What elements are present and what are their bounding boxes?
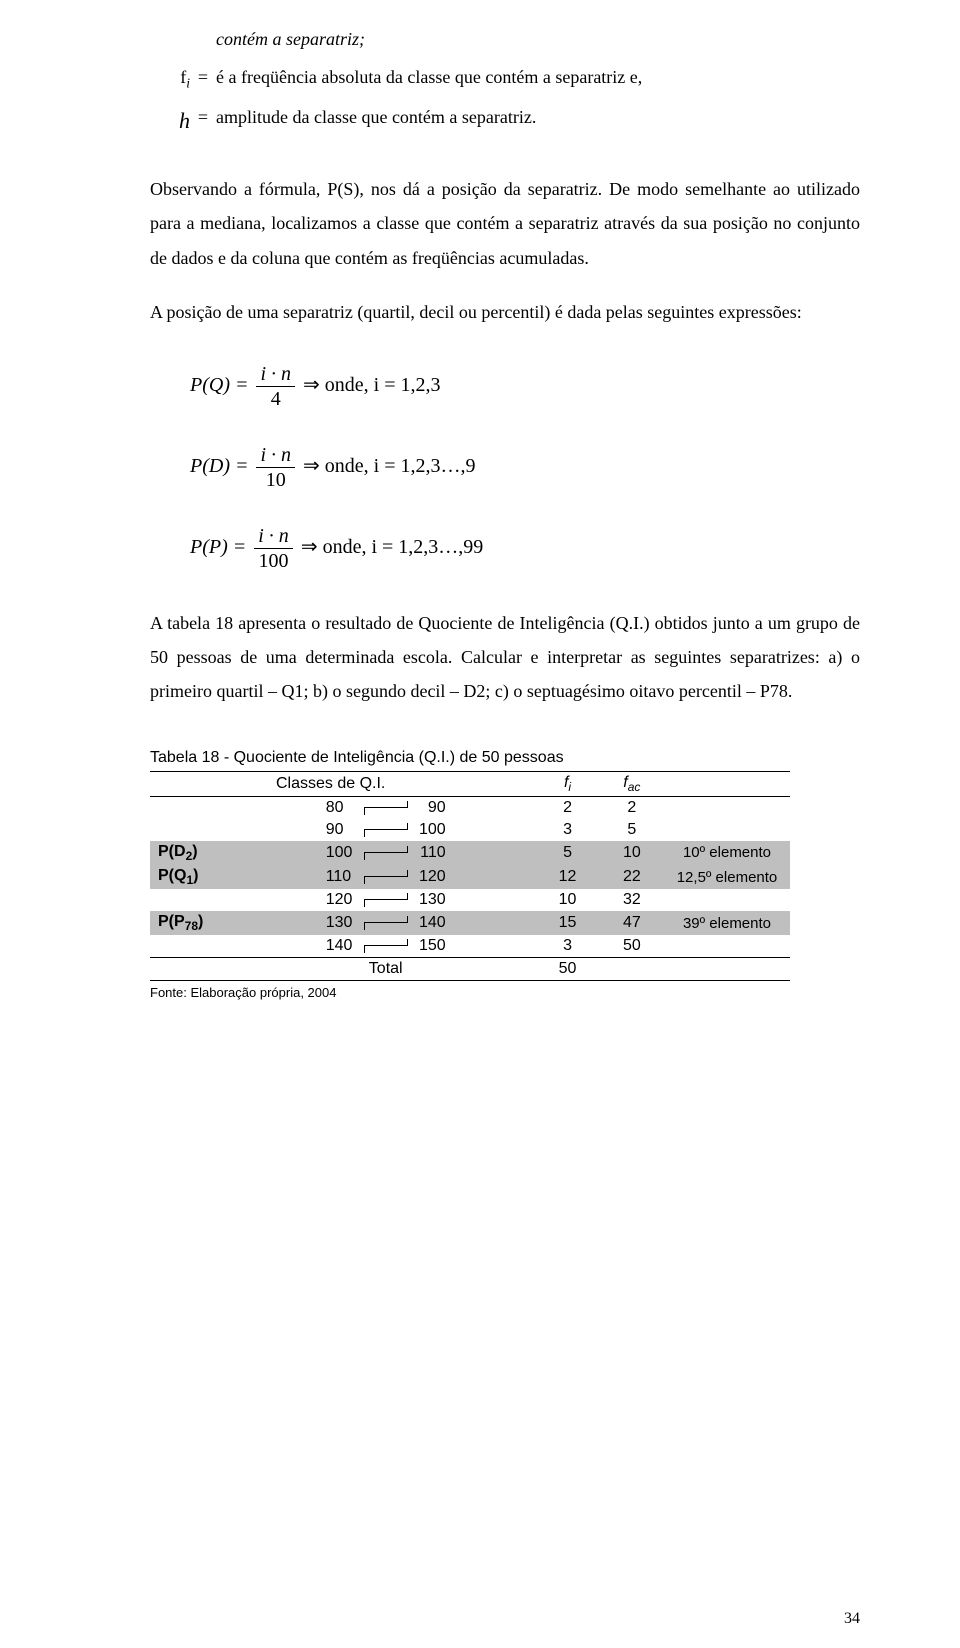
page-number: 34 <box>844 1610 860 1628</box>
def-cont-text: contém a separatriz; <box>216 22 860 56</box>
th-fac: fac <box>600 771 664 796</box>
row-annotation: 39º elemento <box>664 911 790 935</box>
row-label: P(P78) <box>150 911 236 935</box>
table-row: 9010035 <box>150 819 790 841</box>
cell-fac: 32 <box>600 889 664 911</box>
cell-fi: 10 <box>535 889 599 911</box>
table-header-row: Classes de Q.I. fi fac <box>150 771 790 796</box>
formula-q-left: P(Q) = <box>190 374 248 396</box>
class-interval: 140150 <box>236 935 535 958</box>
def-continuation: contém a separatriz; <box>150 22 860 56</box>
formula-d-left: P(D) = <box>190 455 248 477</box>
class-interval: 110120 <box>236 865 535 889</box>
cell-fi: 2 <box>535 796 599 819</box>
formula-q: P(Q) = i · n 4 ⇒ onde, i = 1,2,3 <box>190 363 860 410</box>
class-interval: 100110 <box>236 841 535 865</box>
formula-d: P(D) = i · n 10 ⇒ onde, i = 1,2,3…,9 <box>190 444 860 491</box>
row-label: P(Q1) <box>150 865 236 889</box>
row-label <box>150 819 236 841</box>
definitions-block: contém a separatriz; fi = é a freqüência… <box>150 22 860 142</box>
table-row: 1201301032 <box>150 889 790 911</box>
row-label <box>150 796 236 819</box>
table-total-row: Total50 <box>150 958 790 981</box>
cell-fac: 50 <box>600 935 664 958</box>
def-eq-1: = <box>190 60 216 94</box>
row-annotation: 12,5º elemento <box>664 865 790 889</box>
th-fi: fi <box>535 771 599 796</box>
cell-fi: 12 <box>535 865 599 889</box>
formula-p-frac: i · n 100 <box>254 525 293 572</box>
table-row: 140150350 <box>150 935 790 958</box>
paragraph-1: Observando a fórmula, P(S), nos dá a pos… <box>150 172 860 275</box>
def-h-text: amplitude da classe que contém a separat… <box>216 100 860 134</box>
table-row: 809022 <box>150 796 790 819</box>
table-row: P(P78)130140154739º elemento <box>150 911 790 935</box>
row-label <box>150 889 236 911</box>
row-annotation <box>664 889 790 911</box>
table-row: P(Q1)110120122212,5º elemento <box>150 865 790 889</box>
table-row: P(D2)10011051010º elemento <box>150 841 790 865</box>
def-fi-text: é a freqüência absoluta da classe que co… <box>216 60 860 94</box>
row-label: P(D2) <box>150 841 236 865</box>
qi-table: Classes de Q.I. fi fac 8090229010035P(D2… <box>150 771 790 982</box>
row-annotation: 10º elemento <box>664 841 790 865</box>
cell-fac: 5 <box>600 819 664 841</box>
paragraph-2: A posição de uma separatriz (quartil, de… <box>150 295 860 329</box>
page: contém a separatriz; fi = é a freqüência… <box>0 0 960 1648</box>
row-label <box>150 935 236 958</box>
table-18: Tabela 18 - Quociente de Inteligência (Q… <box>150 749 860 1001</box>
row-annotation <box>664 935 790 958</box>
table-title: Tabela 18 - Quociente de Inteligência (Q… <box>150 749 860 767</box>
cell-fac: 2 <box>600 796 664 819</box>
formula-d-frac: i · n 10 <box>256 444 295 491</box>
def-h: h = amplitude da classe que contém a sep… <box>150 100 860 142</box>
cell-fac: 10 <box>600 841 664 865</box>
formula-q-frac: i · n 4 <box>256 363 295 410</box>
def-h-sym: h <box>150 100 190 142</box>
row-annotation <box>664 796 790 819</box>
formula-p: P(P) = i · n 100 ⇒ onde, i = 1,2,3…,99 <box>190 525 860 572</box>
class-interval: 90100 <box>236 819 535 841</box>
paragraph-3: A tabela 18 apresenta o resultado de Quo… <box>150 606 860 709</box>
cell-fi: 3 <box>535 819 599 841</box>
th-classes: Classes de Q.I. <box>236 771 535 796</box>
formula-d-right: ⇒ onde, i = 1,2,3…,9 <box>303 455 475 477</box>
def-eq-2: = <box>190 100 216 134</box>
class-interval: 8090 <box>236 796 535 819</box>
formula-p-right: ⇒ onde, i = 1,2,3…,99 <box>301 536 483 558</box>
cell-fi: 15 <box>535 911 599 935</box>
class-interval: 130140 <box>236 911 535 935</box>
formula-q-right: ⇒ onde, i = 1,2,3 <box>303 374 440 396</box>
cell-fac: 22 <box>600 865 664 889</box>
table-source: Fonte: Elaboração própria, 2004 <box>150 985 860 1000</box>
cell-fi: 5 <box>535 841 599 865</box>
class-interval: 120130 <box>236 889 535 911</box>
total-fi: 50 <box>535 958 599 981</box>
formula-p-left: P(P) = <box>190 536 246 558</box>
total-label: Total <box>236 958 535 981</box>
def-fi: fi = é a freqüência absoluta da classe q… <box>150 60 860 96</box>
row-annotation <box>664 819 790 841</box>
cell-fac: 47 <box>600 911 664 935</box>
cell-fi: 3 <box>535 935 599 958</box>
